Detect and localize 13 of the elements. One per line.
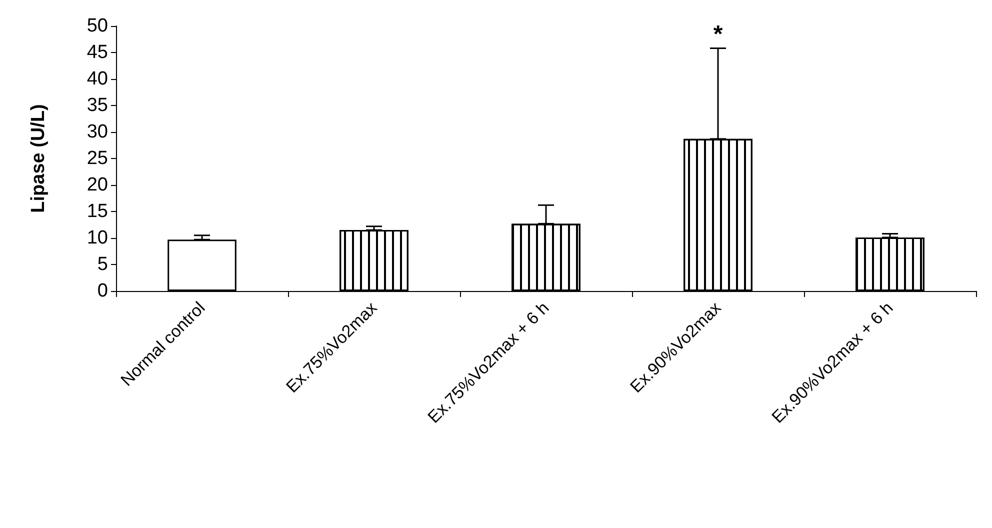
y-tick-label: 10 — [86, 228, 108, 248]
y-tick-label: 20 — [86, 174, 108, 196]
y-tick-label: 25 — [86, 148, 108, 169]
y-tick-label: 40 — [86, 68, 108, 90]
y-tick-label: 0 — [97, 280, 108, 302]
y-tick-label: 50 — [86, 16, 108, 36]
y-tick-label: 5 — [97, 254, 108, 275]
annotation: * — [713, 20, 724, 48]
y-tick-label: 15 — [86, 201, 108, 222]
y-tick-label: 35 — [86, 95, 108, 116]
y-axis-title: Lipase (U/L) — [28, 104, 49, 213]
y-tick-label: 30 — [86, 122, 108, 142]
y-tick-label: 45 — [86, 42, 108, 63]
